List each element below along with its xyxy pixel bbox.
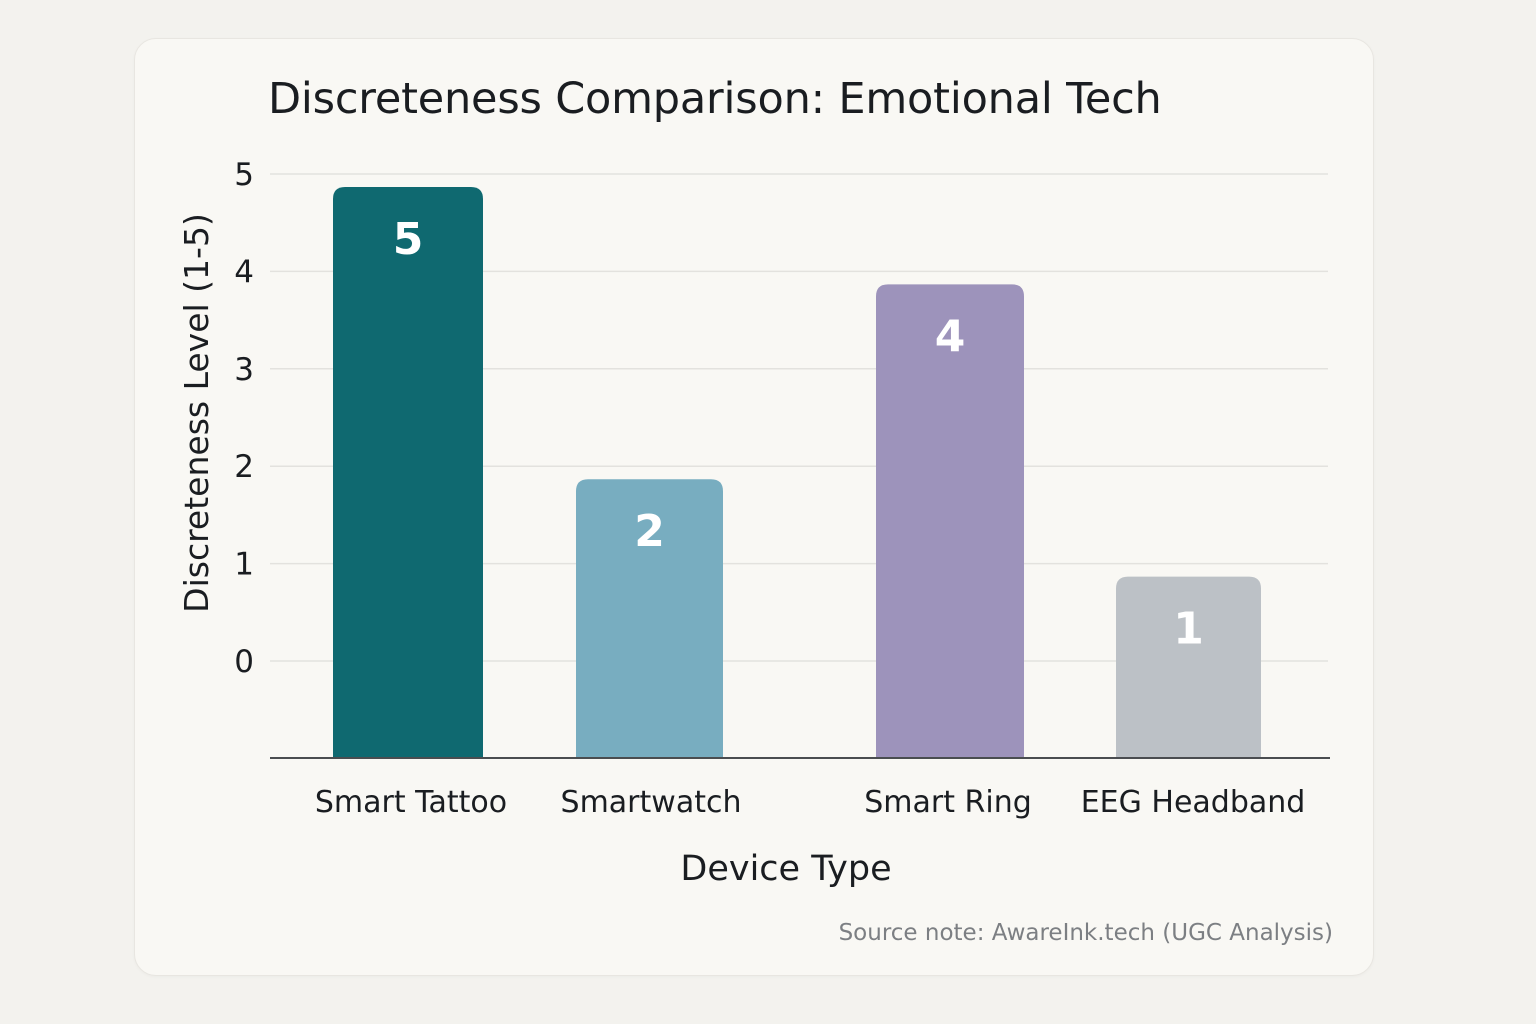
bar-smart-tattoo <box>333 187 483 758</box>
y-tick-label: 3 <box>234 352 254 388</box>
x-tick-label: Smart Ring <box>864 785 1032 820</box>
x-axis-label: Device Type <box>680 849 891 889</box>
y-tick-label: 1 <box>234 547 254 583</box>
bars: 5 2 4 1 <box>333 187 1261 758</box>
y-tick-label: 2 <box>234 449 254 485</box>
y-tick-label: 4 <box>234 254 254 290</box>
bar-eeg-headband <box>1116 576 1261 758</box>
bar-value-label: 5 <box>393 214 424 265</box>
x-tick-label: Smartwatch <box>561 785 742 820</box>
bar-value-label: 4 <box>935 311 966 362</box>
x-tick-label: Smart Tattoo <box>315 785 507 820</box>
bar-smartwatch <box>576 479 723 758</box>
bar-value-label: 1 <box>1173 604 1204 655</box>
y-axis-label: Discreteness Level (1-5) <box>177 213 216 613</box>
y-tick-label: 5 <box>234 157 254 193</box>
bar-smart-ring <box>876 284 1024 758</box>
chart-title: Discreteness Comparison: Emotional Tech <box>268 74 1162 124</box>
x-tick-labels: Smart Tattoo Smartwatch Smart Ring EEG Head… <box>315 785 1305 820</box>
bar-value-label: 2 <box>634 506 665 557</box>
source-note: Source note: AwareInk.tech (UGC Analysis… <box>838 920 1333 946</box>
y-tick-labels: 0 1 2 3 4 5 <box>234 157 254 680</box>
x-tick-label: EEG Headband <box>1081 785 1306 820</box>
y-tick-label: 0 <box>234 644 254 680</box>
